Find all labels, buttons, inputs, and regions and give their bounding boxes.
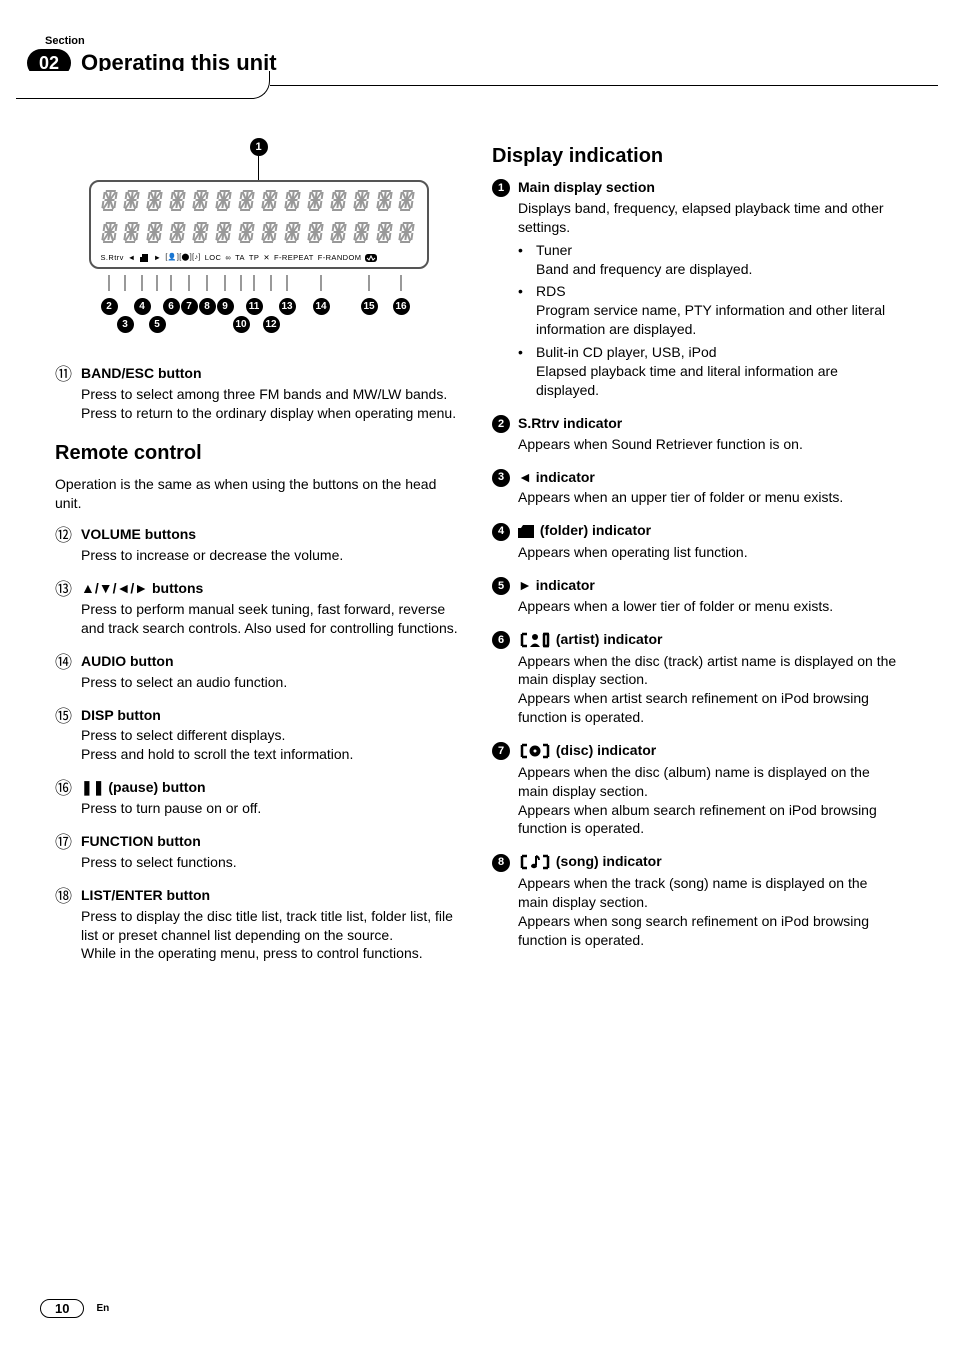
marker-2: 2: [492, 415, 510, 433]
item-body: Appears when an upper tier of folder or …: [518, 488, 899, 507]
item-body: Appears when Sound Retriever function is…: [518, 435, 899, 454]
indicator-row: S.Rtrv ◄ ► [👤][⬤][♪] LOC ∞ TA TP ✕ F-REP…: [101, 253, 417, 263]
item-body: Press to select functions.: [81, 853, 462, 872]
marker-b: ⑪: [55, 365, 72, 384]
item-body: Press to display the disc title list, tr…: [81, 907, 462, 964]
bullet: •RDSProgram service name, PTY informatio…: [518, 282, 899, 339]
page-footer: 10 En: [40, 1299, 109, 1318]
item-d: ⑬▲/▼/◄/► buttonsPress to perform manual …: [55, 579, 462, 638]
callout-2: 2: [101, 298, 118, 315]
left-column: 1 S.Rtrv ◄ ► [👤][⬤][♪] LOC ∞ TA TP ✕ F: [55, 137, 462, 977]
display-indication-heading: Display indication: [492, 143, 899, 170]
item-1: 1Main display sectionDisplays band, freq…: [492, 178, 899, 400]
item-body: Appears when operating list function.: [518, 543, 899, 562]
page-number: 10: [40, 1299, 84, 1318]
lang-label: En: [96, 1303, 109, 1314]
item-h: ⑰FUNCTION buttonPress to select function…: [55, 832, 462, 872]
callout-4: 4: [134, 298, 151, 315]
marker-i: ⑱: [55, 887, 72, 906]
callout-13: 13: [279, 298, 296, 315]
callout-11: 11: [246, 298, 263, 315]
marker-6: 6: [492, 631, 510, 649]
item-7: 7 (disc) indicatorAppears when the disc …: [492, 741, 899, 838]
display-diagram: 1 S.Rtrv ◄ ► [👤][⬤][♪] LOC ∞ TA TP ✕ F: [89, 137, 429, 334]
diagram-callouts: 246789 11 13 14 15 16 35 10 12: [89, 275, 429, 334]
callout-3: 3: [117, 316, 134, 333]
callout-1: 1: [250, 138, 268, 156]
marker-h: ⑰: [55, 833, 72, 852]
section-label: Section: [45, 35, 899, 47]
seg-row-2: [101, 222, 417, 249]
bullet: •Bulit-in CD player, USB, iPodElapsed pl…: [518, 343, 899, 400]
folder-icon: [518, 522, 536, 541]
item-body: Press to select an audio function.: [81, 673, 462, 692]
header-rule-curve: [16, 71, 270, 99]
item-f: ⑮DISP buttonPress to select different di…: [55, 706, 462, 765]
item-6: 6 (artist) indicatorAppears when the dis…: [492, 630, 899, 727]
lcd-panel: S.Rtrv ◄ ► [👤][⬤][♪] LOC ∞ TA TP ✕ F-REP…: [89, 180, 429, 269]
callout-line-2: 35 10 12: [89, 316, 429, 334]
callout-16: 16: [393, 298, 410, 315]
bullet: •TunerBand and frequency are displayed.: [518, 241, 899, 279]
marker-1: 1: [492, 179, 510, 197]
seg-row-1: [101, 190, 417, 217]
item-body: Press to increase or decrease the volume…: [81, 546, 462, 565]
item-body: Displays band, frequency, elapsed playba…: [518, 199, 899, 237]
item-body: Appears when a lower tier of folder or m…: [518, 597, 899, 616]
marker-5: 5: [492, 577, 510, 595]
marker-f: ⑮: [55, 707, 72, 726]
callout-7: 7: [181, 298, 198, 315]
marker-d: ⑬: [55, 580, 72, 599]
callout-12: 12: [263, 316, 280, 333]
callout-9: 9: [217, 298, 234, 315]
right-column: Display indication 1Main display section…: [492, 137, 899, 977]
marker-3: 3: [492, 469, 510, 487]
item-body: Appears when the disc (track) artist nam…: [518, 652, 899, 728]
item-3: 3◄ indicatorAppears when an upper tier o…: [492, 468, 899, 508]
header-rule: [270, 85, 938, 86]
disc-icon: [518, 742, 552, 761]
item-body: Press to perform manual seek tuning, fas…: [81, 600, 462, 638]
item-body: Press to turn pause on or off.: [81, 799, 462, 818]
callout-6: 6: [163, 298, 180, 315]
marker-c: ⑫: [55, 526, 72, 545]
marker-7: 7: [492, 742, 510, 760]
remote-control-heading: Remote control: [55, 440, 462, 467]
callout-15: 15: [361, 298, 378, 315]
item-body: Appears when the track (song) name is di…: [518, 874, 899, 950]
song-icon: [518, 853, 552, 872]
callout-8: 8: [199, 298, 216, 315]
item-body: Appears when the disc (album) name is di…: [518, 763, 899, 839]
marker-8: 8: [492, 854, 510, 872]
callout-lines: [89, 275, 429, 293]
callout-10: 10: [233, 316, 250, 333]
artist-icon: [518, 631, 552, 650]
item-c: ⑫VOLUME buttonsPress to increase or decr…: [55, 525, 462, 565]
item-4: 4 (folder) indicatorAppears when operati…: [492, 521, 899, 562]
marker-4: 4: [492, 523, 510, 541]
item-i: ⑱LIST/ENTER buttonPress to display the d…: [55, 886, 462, 964]
item-2: 2S.Rtrv indicatorAppears when Sound Retr…: [492, 414, 899, 454]
remote-control-intro: Operation is the same as when using the …: [55, 475, 462, 513]
item-e: ⑭AUDIO buttonPress to select an audio fu…: [55, 652, 462, 692]
item-body: Press to select different displays.Press…: [81, 726, 462, 764]
item-b: ⑪BAND/ESC buttonPress to select among th…: [55, 364, 462, 423]
item-g: ⑯❚❚ (pause) buttonPress to turn pause on…: [55, 778, 462, 818]
callout-14: 14: [313, 298, 330, 315]
item-8: 8 (song) indicatorAppears when the track…: [492, 852, 899, 949]
marker-e: ⑭: [55, 653, 72, 672]
callout-line-1: 246789 11 13 14 15 16: [89, 298, 429, 316]
item-5: 5► indicatorAppears when a lower tier of…: [492, 576, 899, 616]
item-body: Press to select among three FM bands and…: [81, 385, 462, 423]
marker-g: ⑯: [55, 779, 72, 798]
callout-5: 5: [149, 316, 166, 333]
